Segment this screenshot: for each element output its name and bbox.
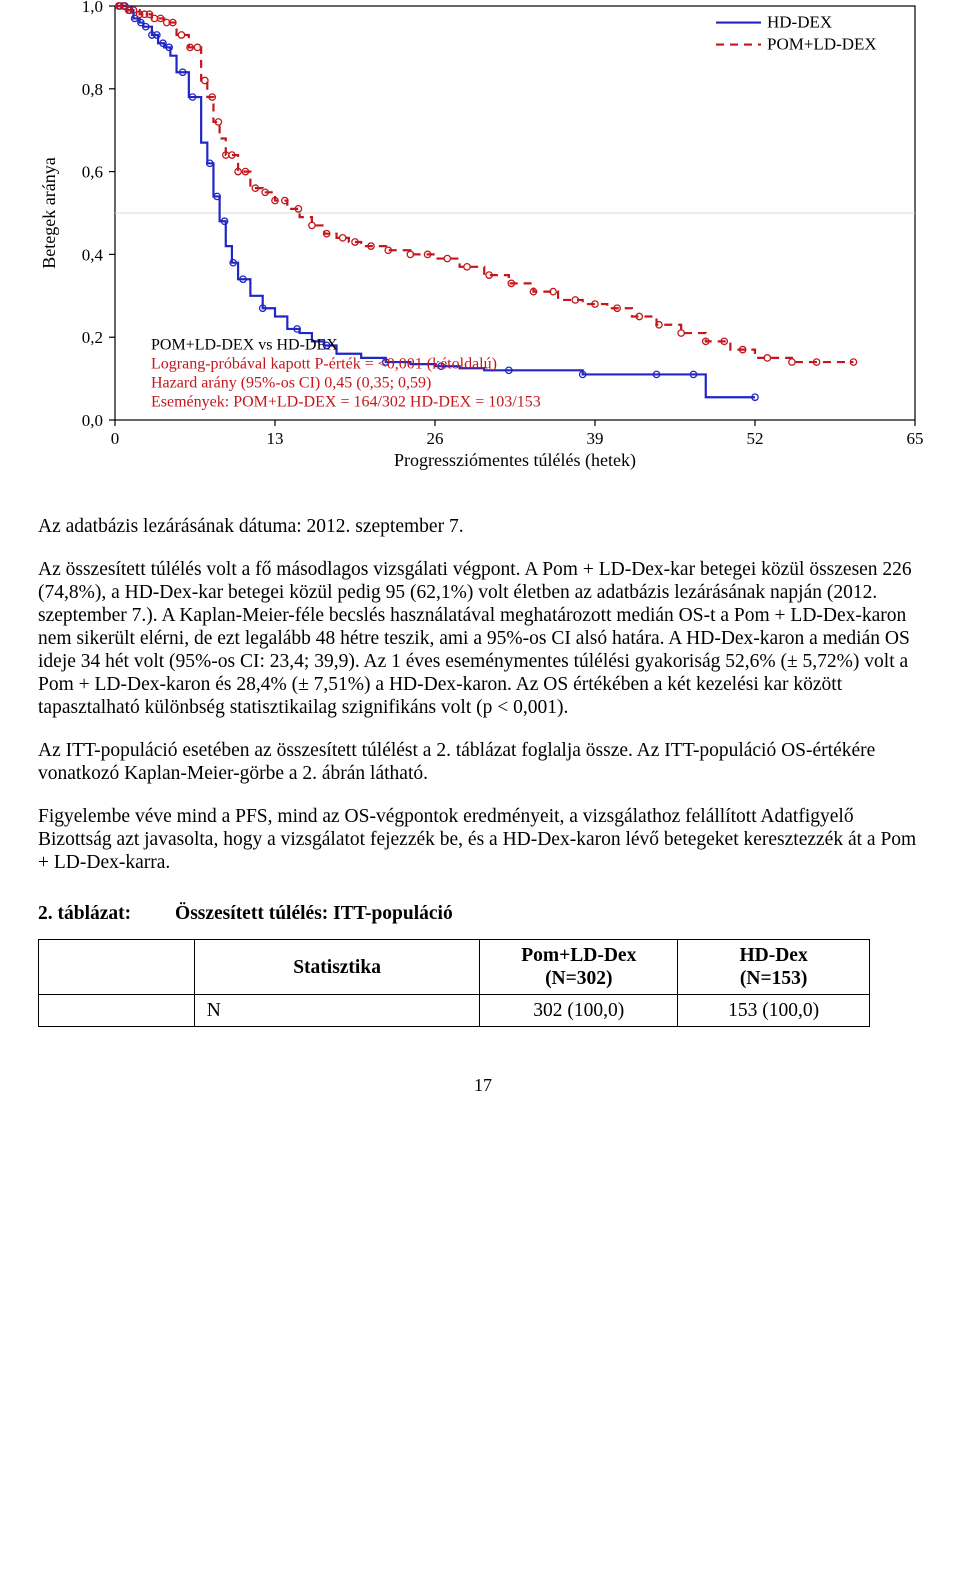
document-body: Az adatbázis lezárásának dátuma: 2012. s… bbox=[38, 515, 928, 1096]
svg-text:Lograng-próbával kapott P-érté: Lograng-próbával kapott P-érték = <0,001… bbox=[151, 356, 497, 373]
svg-text:Események: POM+LD-DEX = 164/30: Események: POM+LD-DEX = 164/302 HD-DEX =… bbox=[151, 394, 541, 411]
paragraph-dmc: Figyelembe véve mind a PFS, mind az OS-v… bbox=[38, 805, 928, 874]
km-chart: 0,0 0,2 0,4 0,6 0,8 1,0 0 13 26 39 52 65 Progresszió… bbox=[30, 0, 930, 485]
svg-text:13: 13 bbox=[267, 429, 284, 448]
svg-text:0: 0 bbox=[111, 429, 120, 448]
svg-text:0,4: 0,4 bbox=[82, 245, 104, 264]
page-number: 17 bbox=[38, 1075, 928, 1096]
svg-text:0,8: 0,8 bbox=[82, 80, 103, 99]
paragraph-os-summary: Az összesített túlélés volt a fő másodla… bbox=[38, 558, 928, 719]
svg-text:39: 39 bbox=[587, 429, 604, 448]
svg-text:26: 26 bbox=[427, 429, 444, 448]
table-header-hd-b: (N=153) bbox=[740, 968, 807, 989]
table-header-hd: HD-Dex (N=153) bbox=[678, 940, 870, 995]
table-cell: 302 (100,0) bbox=[480, 995, 678, 1027]
svg-text:1,0: 1,0 bbox=[82, 0, 103, 16]
table-header-empty bbox=[39, 940, 195, 995]
svg-text:0,2: 0,2 bbox=[82, 328, 103, 347]
svg-text:0,6: 0,6 bbox=[82, 163, 103, 182]
table-caption-title: Összesített túlélés: ITT-populáció bbox=[175, 903, 453, 924]
svg-text:POM+LD-DEX: POM+LD-DEX bbox=[767, 35, 877, 54]
svg-text:Progressziómentes túlélés (het: Progressziómentes túlélés (hetek) bbox=[394, 450, 636, 471]
svg-text:Betegek aránya: Betegek aránya bbox=[39, 157, 59, 268]
table-header-pom-b: (N=302) bbox=[545, 968, 612, 989]
table-row: N302 (100,0)153 (100,0) bbox=[39, 995, 870, 1027]
svg-text:HD-DEX: HD-DEX bbox=[767, 13, 832, 32]
table-header-pom-a: Pom+LD-Dex bbox=[521, 945, 636, 966]
table-caption: 2. táblázat: Összesített túlélés: ITT-po… bbox=[38, 902, 928, 925]
table-header-hd-a: HD-Dex bbox=[739, 945, 807, 966]
os-itt-table: Statisztika Pom+LD-Dex (N=302) HD-Dex (N… bbox=[38, 939, 870, 1027]
table-header-row: Statisztika Pom+LD-Dex (N=302) HD-Dex (N… bbox=[39, 940, 870, 995]
svg-text:POM+LD-DEX vs HD-DEX: POM+LD-DEX vs HD-DEX bbox=[151, 337, 338, 354]
km-svg: 0,0 0,2 0,4 0,6 0,8 1,0 0 13 26 39 52 65 Progresszió… bbox=[30, 0, 930, 480]
table-caption-lead: 2. táblázat: bbox=[38, 903, 131, 924]
svg-text:Hazard arány (95%-os CI) 0,45: Hazard arány (95%-os CI) 0,45 (0,35; 0,5… bbox=[151, 375, 431, 392]
table-cell bbox=[39, 995, 195, 1027]
table-cell: N bbox=[194, 995, 480, 1027]
svg-text:65: 65 bbox=[907, 429, 924, 448]
table-header-stat: Statisztika bbox=[194, 940, 480, 995]
svg-text:52: 52 bbox=[747, 429, 764, 448]
table-cell: 153 (100,0) bbox=[678, 995, 870, 1027]
caption-database-cutoff: Az adatbázis lezárásának dátuma: 2012. s… bbox=[38, 515, 928, 538]
paragraph-itt-ref: Az ITT-populáció esetében az összesített… bbox=[38, 739, 928, 785]
table-header-stat-label: Statisztika bbox=[293, 957, 381, 978]
table-header-pom: Pom+LD-Dex (N=302) bbox=[480, 940, 678, 995]
svg-text:0,0: 0,0 bbox=[82, 411, 103, 430]
